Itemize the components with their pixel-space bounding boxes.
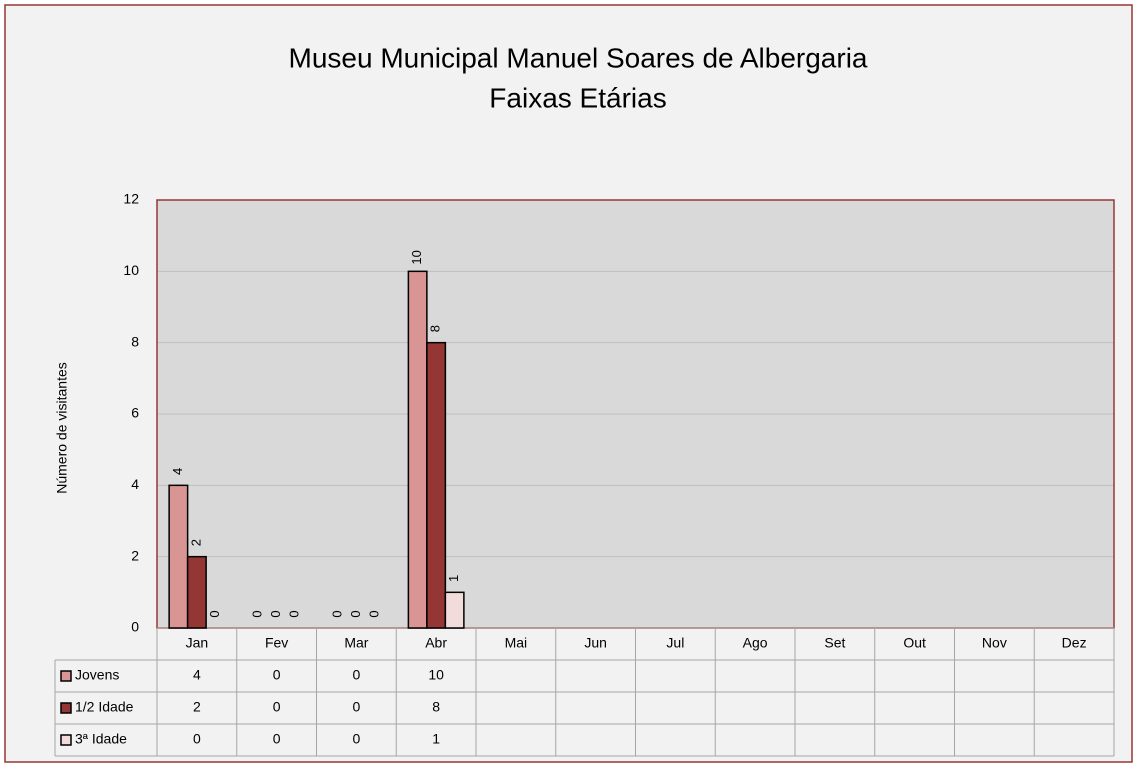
table-cell: 0 [352, 699, 360, 715]
table-cell: 0 [273, 731, 281, 747]
x-tick-label: Ago [743, 635, 768, 651]
table-cell: 4 [193, 667, 201, 683]
legend-swatch [60, 702, 72, 714]
bar [186, 555, 207, 629]
x-tick-label: Jan [186, 635, 209, 651]
x-tick-label: Mai [505, 635, 528, 651]
y-tick-label: 12 [123, 191, 139, 207]
x-tick-label: Nov [982, 635, 1007, 651]
table-cell: 0 [193, 731, 201, 747]
table-cell: 0 [273, 667, 281, 683]
x-tick-label: Fev [265, 635, 288, 651]
chart-title: Museu Municipal Manuel Soares de Alberga… [289, 42, 868, 73]
table-cell: 8 [432, 699, 440, 715]
legend-label: Jovens [75, 667, 119, 683]
data-label: 0 [329, 610, 344, 617]
data-label: 8 [428, 325, 443, 332]
data-label: 0 [348, 610, 363, 617]
x-tick-label: Dez [1062, 635, 1087, 651]
legend-label: 3ª Idade [75, 731, 127, 747]
data-label: 4 [170, 468, 185, 475]
y-tick-label: 10 [123, 262, 139, 278]
x-tick-label: Out [903, 635, 926, 651]
data-label: 2 [188, 539, 203, 546]
x-tick-label: Abr [425, 635, 447, 651]
table-cell: 10 [428, 667, 444, 683]
x-tick-label: Jun [584, 635, 607, 651]
y-axis-label: Número de visitantes [54, 362, 70, 494]
data-label: 0 [250, 610, 265, 617]
y-tick-label: 0 [131, 619, 139, 635]
chart-subtitle: Faixas Etárias [489, 82, 666, 113]
bar [444, 591, 465, 629]
data-label: 1 [446, 575, 461, 582]
legend-label: 1/2 Idade [75, 699, 134, 715]
data-label: 10 [409, 250, 424, 264]
x-tick-label: Set [824, 635, 845, 651]
y-tick-label: 8 [131, 333, 139, 349]
bar [426, 341, 447, 629]
legend-swatch [60, 734, 72, 746]
y-tick-label: 6 [131, 405, 139, 421]
x-tick-label: Jul [666, 635, 684, 651]
table-cell: 2 [193, 699, 201, 715]
table-cell: 1 [432, 731, 440, 747]
x-tick-label: Mar [344, 635, 368, 651]
bar [407, 270, 428, 629]
data-label: 0 [268, 610, 283, 617]
legend-swatch [60, 670, 72, 682]
table-cell: 0 [273, 699, 281, 715]
data-label: 0 [366, 610, 381, 617]
bar [168, 484, 189, 629]
data-label: 0 [287, 610, 302, 617]
y-tick-label: 2 [131, 547, 139, 563]
data-label: 0 [207, 610, 222, 617]
table-cell: 0 [352, 667, 360, 683]
table-cell: 0 [352, 731, 360, 747]
y-tick-label: 4 [131, 476, 139, 492]
